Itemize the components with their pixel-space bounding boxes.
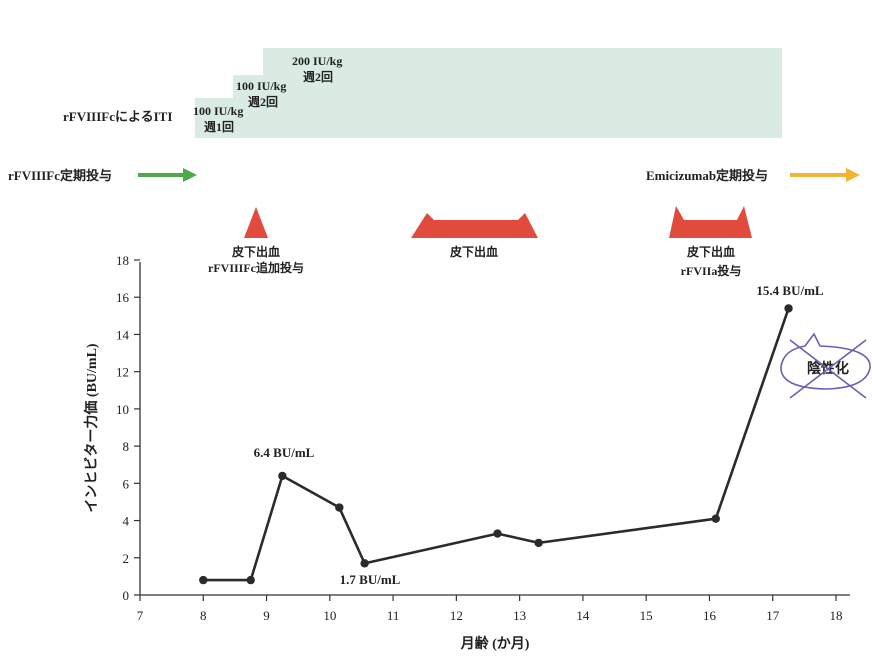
chart-axes: 0 2 4 6 8 10 12 14 16 18 7 8 9 10 11 12 13 14 15 16 17 18 イン… xyxy=(83,253,850,652)
iti-region: rFVIIIFcによるITI 100 IU/kg 週1回 100 IU/kg 週… xyxy=(63,48,782,138)
y-tick-label: 2 xyxy=(123,551,130,566)
annotation-peak-2: 15.4 BU/mL xyxy=(756,283,824,298)
iti-phase-1-dose: 100 IU/kg xyxy=(193,104,243,118)
bleeding-event-1-marker xyxy=(244,207,268,238)
titer-series xyxy=(199,304,793,585)
x-tick-label: 17 xyxy=(766,608,780,623)
bleeding-event-3-marker xyxy=(669,206,752,238)
x-axis-label: 月齢 (か月) xyxy=(460,635,530,652)
x-tick-label: 11 xyxy=(387,608,400,623)
x-tick-label: 14 xyxy=(576,608,590,623)
iti-phase-2-dose: 100 IU/kg xyxy=(236,79,286,93)
y-tick-label: 10 xyxy=(116,402,129,417)
y-tick-label: 18 xyxy=(116,253,129,268)
iti-phase-2-box xyxy=(233,75,265,138)
x-tick-label: 8 xyxy=(200,608,207,623)
data-point xyxy=(360,559,369,568)
data-annotations: 6.4 BU/mL 1.7 BU/mL 15.4 BU/mL xyxy=(254,283,824,587)
bleeding-event-3-label: 皮下出血 xyxy=(686,244,735,259)
iti-phase-2-freq: 週2回 xyxy=(248,94,278,109)
annotation-peak-1: 6.4 BU/mL xyxy=(254,445,315,460)
y-tick-label: 14 xyxy=(116,327,130,342)
y-ticks: 0 2 4 6 8 10 12 14 16 18 xyxy=(116,253,140,603)
data-point xyxy=(335,503,344,512)
prophylaxis-left: rFVIIIFc定期投与 xyxy=(8,168,197,183)
x-ticks: 7 8 9 10 11 12 13 14 15 16 17 18 xyxy=(137,595,843,623)
prophylaxis-right-arrow-head xyxy=(846,168,860,182)
data-point xyxy=(534,538,543,548)
prophylaxis-right: Emicizumab定期投与 xyxy=(646,168,860,183)
iti-phase-1-freq: 週1回 xyxy=(204,119,234,134)
data-point xyxy=(246,575,255,585)
negative-badge-cross-line-2 xyxy=(789,339,867,399)
x-tick-label: 10 xyxy=(323,608,336,623)
bleeding-event-2-marker xyxy=(411,213,538,238)
y-axis-label: インヒビター力価 (BU/mL) xyxy=(83,343,100,512)
prophylaxis-left-arrow-head xyxy=(183,168,197,182)
iti-phase-3-dose: 200 IU/kg xyxy=(292,54,342,68)
x-tick-label: 16 xyxy=(703,608,717,623)
data-point xyxy=(278,471,287,481)
x-tick-label: 9 xyxy=(263,608,270,623)
negative-badge: 陰性化 xyxy=(780,332,871,399)
y-tick-label: 16 xyxy=(116,290,130,305)
y-tick-label: 6 xyxy=(123,476,130,491)
y-tick-label: 4 xyxy=(123,514,130,529)
x-tick-label: 18 xyxy=(830,608,843,623)
iti-phase-3-freq: 週2回 xyxy=(303,69,333,84)
x-tick-label: 15 xyxy=(640,608,653,623)
negative-badge-bubble xyxy=(780,332,871,390)
prophylaxis-right-label: Emicizumab定期投与 xyxy=(646,168,768,183)
y-tick-label: 0 xyxy=(123,588,130,603)
x-tick-label: 12 xyxy=(450,608,463,623)
titer-points xyxy=(199,304,793,585)
data-point xyxy=(493,529,502,538)
bleeding-event-1-label: 皮下出血 xyxy=(231,244,280,259)
x-tick-label: 7 xyxy=(137,608,144,623)
annotation-trough: 1.7 BU/mL xyxy=(340,572,401,587)
iti-phase-1-box xyxy=(195,98,235,138)
x-tick-label: 13 xyxy=(513,608,526,623)
data-point xyxy=(199,575,208,585)
prophylaxis-left-label: rFVIIIFc定期投与 xyxy=(8,168,112,183)
y-tick-label: 12 xyxy=(116,365,129,380)
data-point xyxy=(784,304,793,313)
bleeding-event-2-label: 皮下出血 xyxy=(449,244,498,259)
bleeding-event-1-treatment: rFVIIIFc追加投与 xyxy=(208,260,304,275)
bleeding-event-3-treatment: rFVIIa投与 xyxy=(681,263,742,278)
iti-phase-3-box xyxy=(263,48,782,138)
data-point xyxy=(711,514,720,523)
iti-label: rFVIIIFcによるITI xyxy=(63,109,172,124)
bleeding-events: 皮下出血 rFVIIIFc追加投与 皮下出血 皮下出血 rFVIIa投与 xyxy=(208,206,752,278)
y-tick-label: 8 xyxy=(123,439,130,454)
